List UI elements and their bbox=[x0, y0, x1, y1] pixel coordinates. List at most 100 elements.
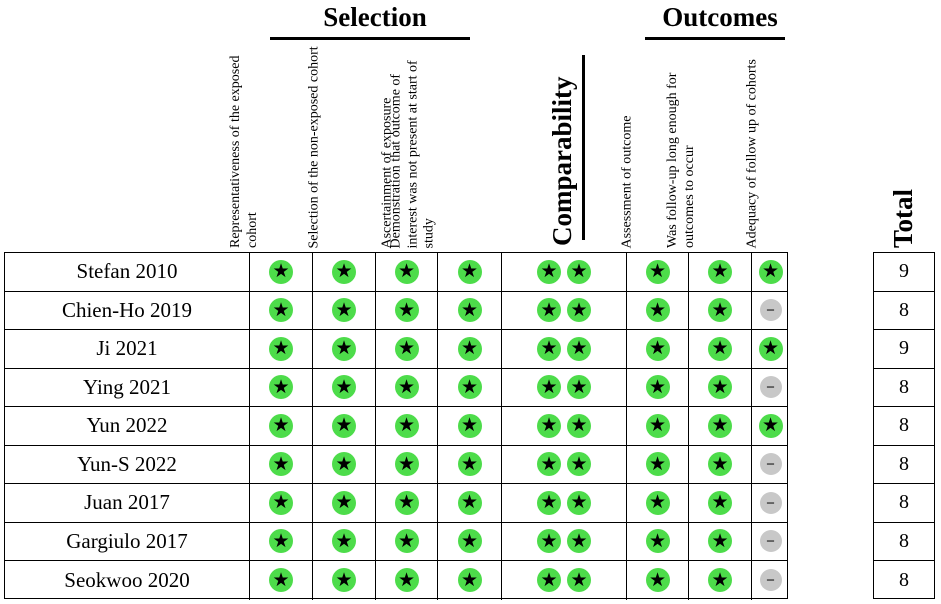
star-icon: ★ bbox=[537, 413, 561, 438]
total-value: 8 bbox=[874, 369, 934, 407]
star-icon: ★ bbox=[269, 375, 293, 400]
rating-cell: ★ bbox=[375, 445, 437, 483]
star-icon: ★ bbox=[269, 568, 293, 593]
star-icon: ★ bbox=[457, 298, 482, 323]
rating-cell: ★ bbox=[688, 561, 751, 600]
star-icon: ★ bbox=[645, 490, 670, 515]
star-icon: ★ bbox=[457, 490, 482, 515]
star-icon: ★ bbox=[269, 336, 293, 361]
rating-cell: ★ bbox=[375, 484, 437, 522]
star-icon: ★ bbox=[394, 452, 419, 477]
star-icon: ★ bbox=[645, 529, 670, 554]
rating-cell: ★ ★ bbox=[501, 407, 626, 445]
no-star-icon: – bbox=[759, 491, 782, 514]
star-icon: ★ bbox=[567, 529, 591, 554]
star-icon: ★ bbox=[537, 375, 561, 400]
total-value: 8 bbox=[874, 523, 934, 561]
star-icon: ★ bbox=[457, 336, 482, 361]
col-header-text: Selection of the non-exposed cohort bbox=[306, 45, 322, 248]
rating-cell: ★ bbox=[437, 291, 501, 329]
rating-cell: ★ bbox=[626, 445, 688, 483]
star-icon: ★ bbox=[269, 259, 293, 284]
rating-cell: ★ bbox=[375, 561, 437, 600]
rating-cell: ★ bbox=[312, 561, 375, 600]
star-icon: ★ bbox=[394, 298, 419, 323]
star-icon: ★ bbox=[567, 568, 591, 593]
table-row: Ying 2021 ★ ★ ★ ★ ★ ★ ★ ★ – bbox=[5, 368, 789, 407]
rating-cell: ★ bbox=[249, 368, 312, 406]
star-icon: ★ bbox=[645, 413, 670, 438]
outcomes-rule bbox=[645, 37, 785, 40]
total-value: 8 bbox=[874, 407, 934, 446]
rating-cell: ★ ★ bbox=[501, 445, 626, 483]
star-icon: ★ bbox=[457, 568, 482, 593]
rating-cell: – bbox=[751, 522, 789, 560]
rating-cell: ★ bbox=[751, 330, 789, 368]
star-icon: ★ bbox=[567, 413, 591, 438]
star-icon: ★ bbox=[332, 375, 356, 400]
comparability-rule bbox=[582, 55, 585, 240]
rating-cell: ★ bbox=[626, 330, 688, 368]
study-name: Chien-Ho 2019 bbox=[61, 297, 193, 322]
rating-cell: ★ bbox=[688, 484, 751, 522]
rating-cell: ★ bbox=[375, 291, 437, 329]
star-icon: ★ bbox=[708, 490, 732, 515]
star-icon: ★ bbox=[645, 568, 670, 593]
star-icon: ★ bbox=[708, 452, 732, 477]
col-header-text: Adequacy of follow up of cohorts bbox=[744, 58, 760, 248]
rating-cell: ★ bbox=[312, 407, 375, 445]
star-icon: ★ bbox=[567, 336, 591, 361]
rating-table: Stefan 2010 ★ ★ ★ ★ ★ ★ ★ ★ ★ Chien-Ho 2019 ★ ★ ★ ★ ★ ★ ★… bbox=[4, 252, 789, 600]
study-name: Ying 2021 bbox=[82, 374, 172, 399]
rating-cell: ★ bbox=[312, 522, 375, 560]
star-icon: ★ bbox=[758, 336, 783, 361]
study-name: Juan 2017 bbox=[84, 490, 170, 515]
no-star-icon: – bbox=[759, 569, 782, 592]
rating-cell: ★ ★ bbox=[501, 522, 626, 560]
rating-cell: ★ bbox=[375, 330, 437, 368]
star-icon: ★ bbox=[269, 413, 293, 438]
rating-cell: ★ ★ bbox=[501, 484, 626, 522]
star-icon: ★ bbox=[537, 298, 561, 323]
rating-cell: ★ bbox=[626, 484, 688, 522]
star-icon: ★ bbox=[332, 452, 356, 477]
rating-cell: ★ bbox=[312, 330, 375, 368]
rating-cell: ★ bbox=[312, 445, 375, 483]
rating-cell: ★ bbox=[249, 522, 312, 560]
star-icon: ★ bbox=[567, 452, 591, 477]
star-icon: ★ bbox=[332, 529, 356, 554]
rating-cell: – bbox=[751, 368, 789, 406]
rating-cell: ★ bbox=[249, 445, 312, 483]
rating-cell: ★ ★ bbox=[501, 330, 626, 368]
col-header-text: Assessment of outcome bbox=[619, 115, 635, 248]
no-star-icon: – bbox=[759, 453, 782, 476]
rating-cell: ★ bbox=[626, 253, 688, 291]
comparability-title: Comparability bbox=[547, 76, 577, 246]
star-icon: ★ bbox=[394, 413, 419, 438]
star-icon: ★ bbox=[645, 336, 670, 361]
star-icon: ★ bbox=[758, 413, 783, 438]
col-header-text: Was follow-up long enough for outcomes t… bbox=[665, 72, 697, 248]
rating-cell: ★ bbox=[312, 291, 375, 329]
rating-cell: ★ bbox=[375, 253, 437, 291]
star-icon: ★ bbox=[708, 259, 732, 284]
star-icon: ★ bbox=[269, 452, 293, 477]
no-star-icon: – bbox=[759, 376, 782, 399]
star-icon: ★ bbox=[269, 529, 293, 554]
total-title: Total bbox=[888, 188, 918, 248]
rating-cell: ★ bbox=[751, 253, 789, 291]
table-row: Yun-S 2022 ★ ★ ★ ★ ★ ★ ★ ★ – bbox=[5, 445, 787, 484]
table-row: Seokwoo 2020 ★ ★ ★ ★ ★ ★ ★ ★ – bbox=[5, 561, 787, 600]
star-icon: ★ bbox=[645, 298, 670, 323]
star-icon: ★ bbox=[537, 452, 561, 477]
rating-cell: – bbox=[751, 484, 789, 522]
rating-cell: ★ bbox=[437, 522, 501, 560]
no-star-icon: – bbox=[759, 299, 782, 322]
rating-cell: ★ bbox=[375, 522, 437, 560]
selection-title: Selection bbox=[323, 2, 427, 32]
rating-cell: ★ bbox=[626, 561, 688, 600]
star-icon: ★ bbox=[269, 490, 293, 515]
rating-cell: ★ bbox=[249, 291, 312, 329]
star-icon: ★ bbox=[457, 452, 482, 477]
star-icon: ★ bbox=[457, 529, 482, 554]
